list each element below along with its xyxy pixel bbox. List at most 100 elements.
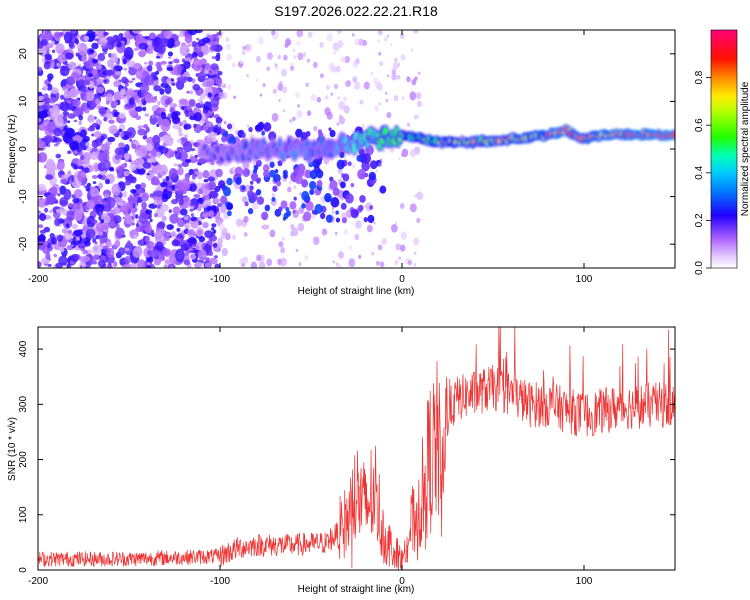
heatmap-cell bbox=[308, 180, 317, 190]
heatmap-cell bbox=[185, 158, 192, 163]
heatmap-cell bbox=[46, 121, 57, 133]
heatmap-cell bbox=[85, 228, 96, 240]
snr-series-line bbox=[38, 327, 675, 570]
heatmap-cell bbox=[160, 181, 168, 188]
y-tick-label: 10 bbox=[18, 95, 29, 107]
heatmap-cell bbox=[91, 244, 102, 256]
heatmap-cell bbox=[174, 180, 184, 191]
heatmap-cell bbox=[394, 259, 399, 266]
heatmap-cell bbox=[59, 31, 65, 36]
heatmap-cell bbox=[176, 227, 181, 232]
heatmap-cell bbox=[198, 39, 207, 47]
heatmap-cell bbox=[378, 102, 381, 106]
heatmap-cell bbox=[338, 101, 346, 110]
heatmap-cell bbox=[155, 151, 162, 158]
heatmap-cell bbox=[183, 76, 189, 80]
heatmap-cell bbox=[204, 230, 214, 239]
heatmap-cell bbox=[178, 198, 185, 206]
heatmap-cell bbox=[242, 45, 246, 50]
heatmap-cell bbox=[83, 35, 90, 42]
heatmap-cell bbox=[361, 124, 365, 129]
heatmap-cell bbox=[352, 76, 358, 83]
heatmap-cell bbox=[104, 69, 114, 75]
heatmap-cell bbox=[156, 123, 160, 128]
heatmap-cell bbox=[207, 92, 212, 98]
heatmap-cell bbox=[137, 167, 146, 175]
heatmap-cell bbox=[280, 246, 286, 254]
heatmap-cell bbox=[269, 229, 276, 238]
heatmap-cell bbox=[167, 56, 172, 59]
heatmap-cell bbox=[280, 200, 288, 209]
heatmap-cell bbox=[116, 41, 122, 48]
heatmap-cell bbox=[186, 38, 190, 44]
heatmap-cell bbox=[133, 95, 138, 100]
heatmap-cell bbox=[77, 242, 86, 249]
heatmap-cell bbox=[233, 95, 237, 100]
heatmap-cell bbox=[59, 66, 70, 77]
heatmap-cell bbox=[98, 150, 108, 163]
heatmap-cell bbox=[171, 82, 176, 86]
heatmap-cell bbox=[396, 74, 401, 80]
heatmap-cell bbox=[114, 239, 121, 248]
heatmap-cell bbox=[188, 248, 194, 252]
heatmap-cell bbox=[312, 236, 320, 245]
heatmap-cell bbox=[42, 98, 47, 102]
heatmap-cell bbox=[48, 96, 57, 104]
heatmap-cell bbox=[75, 236, 80, 241]
heatmap-cell bbox=[319, 42, 324, 49]
heatmap-cell bbox=[337, 96, 340, 100]
heatmap-cell bbox=[231, 62, 236, 68]
heatmap-cell bbox=[38, 183, 47, 192]
heatmap-cell bbox=[174, 150, 182, 160]
heatmap-cell bbox=[340, 202, 347, 210]
heatmap-cell bbox=[197, 261, 203, 268]
heatmap-cell bbox=[153, 115, 158, 119]
heatmap-cell bbox=[98, 231, 104, 236]
heatmap-cell bbox=[186, 76, 193, 82]
heatmap-cell bbox=[278, 98, 281, 103]
heatmap-cell bbox=[172, 123, 182, 130]
heatmap-cell bbox=[398, 157, 401, 161]
heatmap-cell bbox=[417, 100, 423, 108]
heatmap-cell bbox=[212, 229, 217, 234]
heatmap-cell bbox=[94, 98, 100, 105]
heatmap-cell bbox=[191, 40, 197, 48]
x-tick-label: -100 bbox=[210, 274, 230, 285]
heatmap-cell bbox=[83, 185, 88, 188]
heatmap-cell bbox=[80, 255, 91, 263]
heatmap-cell bbox=[401, 96, 405, 101]
heatmap-cell bbox=[339, 181, 346, 189]
heatmap-cell bbox=[287, 186, 292, 193]
heatmap-cell bbox=[210, 227, 215, 231]
heatmap-cell bbox=[285, 38, 291, 46]
heatmap-cell bbox=[242, 256, 249, 264]
heatmap-cell bbox=[117, 247, 126, 256]
heatmap-cell bbox=[90, 187, 100, 198]
heatmap-cell bbox=[167, 51, 173, 57]
heatmap-cell bbox=[282, 109, 286, 113]
heatmap-cell bbox=[407, 259, 412, 266]
heatmap-cell bbox=[379, 61, 384, 67]
heatmap-cell bbox=[146, 65, 153, 72]
heatmap-cell bbox=[59, 101, 70, 112]
heatmap-cell bbox=[399, 202, 405, 210]
heatmap-cell bbox=[214, 255, 218, 259]
heatmap-cell bbox=[202, 80, 208, 88]
heatmap-cell bbox=[176, 146, 184, 152]
heatmap-cell bbox=[381, 237, 387, 245]
heatmap-cell bbox=[369, 160, 378, 170]
heatmap-cell bbox=[347, 161, 352, 167]
heatmap-cell bbox=[149, 193, 154, 198]
heatmap-cell bbox=[367, 214, 375, 224]
heatmap-cell bbox=[293, 185, 296, 189]
heatmap-cell bbox=[144, 235, 150, 243]
heatmap-cell bbox=[66, 263, 71, 268]
heatmap-cell bbox=[399, 32, 405, 40]
heatmap-cell bbox=[123, 67, 128, 71]
heatmap-cell bbox=[40, 39, 48, 47]
heatmap-cell bbox=[249, 185, 254, 191]
heatmap-cell bbox=[142, 162, 152, 169]
heatmap-cell bbox=[66, 210, 76, 222]
heatmap-cell bbox=[114, 154, 120, 160]
heatmap-cell bbox=[177, 167, 184, 176]
